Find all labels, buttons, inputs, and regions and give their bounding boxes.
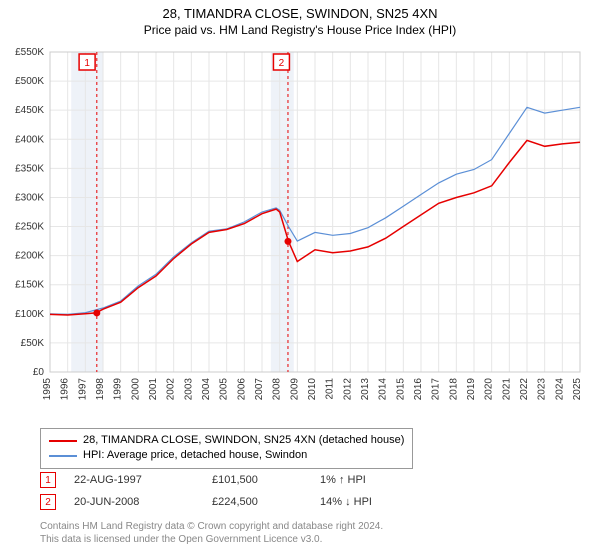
svg-text:1995: 1995 (42, 378, 53, 401)
svg-text:£0: £0 (33, 367, 45, 378)
svg-text:2: 2 (279, 58, 285, 69)
marker-table: 1 22-AUG-1997 £101,500 1% ↑ HPI 2 20-JUN… (40, 472, 420, 516)
svg-text:2018: 2018 (448, 378, 459, 401)
svg-text:2005: 2005 (219, 378, 230, 401)
chart-subtitle: Price paid vs. HM Land Registry's House … (0, 23, 600, 41)
svg-text:2002: 2002 (166, 378, 177, 401)
svg-text:2009: 2009 (289, 378, 300, 401)
svg-text:2011: 2011 (325, 378, 336, 400)
svg-text:2014: 2014 (378, 378, 389, 401)
svg-text:2022: 2022 (519, 378, 530, 401)
legend-swatch (49, 455, 77, 457)
footer: Contains HM Land Registry data © Crown c… (40, 520, 383, 546)
svg-text:£150K: £150K (15, 280, 44, 291)
svg-text:2024: 2024 (554, 378, 565, 401)
svg-text:£350K: £350K (15, 163, 44, 174)
svg-text:2020: 2020 (484, 378, 495, 401)
legend-box: 28, TIMANDRA CLOSE, SWINDON, SN25 4XN (d… (40, 428, 413, 469)
svg-text:2000: 2000 (130, 378, 141, 401)
svg-text:2001: 2001 (148, 378, 159, 401)
svg-text:£400K: £400K (15, 134, 44, 145)
marker-date: 20-JUN-2008 (74, 496, 194, 508)
chart-area: £0 £50K £100K £150K £200K £250K £300K £350K £400… (0, 42, 600, 422)
svg-text:1998: 1998 (95, 378, 106, 401)
svg-text:2023: 2023 (537, 378, 548, 401)
legend-label: HPI: Average price, detached house, Swin… (83, 448, 307, 463)
footer-line: Contains HM Land Registry data © Crown c… (40, 520, 383, 533)
svg-text:2012: 2012 (342, 378, 353, 401)
svg-text:1: 1 (84, 58, 90, 69)
svg-text:£300K: £300K (15, 192, 44, 203)
marker-price: £224,500 (212, 496, 302, 508)
marker-row: 1 22-AUG-1997 £101,500 1% ↑ HPI (40, 472, 420, 488)
marker-id-box: 2 (40, 494, 56, 510)
svg-text:£250K: £250K (15, 222, 44, 233)
svg-text:£450K: £450K (15, 105, 44, 116)
marker-date: 22-AUG-1997 (74, 474, 194, 486)
legend-swatch (49, 440, 77, 442)
svg-text:2021: 2021 (501, 378, 512, 401)
legend: 28, TIMANDRA CLOSE, SWINDON, SN25 4XN (d… (40, 428, 580, 469)
svg-text:2025: 2025 (572, 378, 583, 401)
svg-text:£50K: £50K (21, 338, 45, 349)
legend-item: HPI: Average price, detached house, Swin… (49, 448, 404, 463)
svg-text:2003: 2003 (183, 378, 194, 401)
chart-title: 28, TIMANDRA CLOSE, SWINDON, SN25 4XN (0, 0, 600, 23)
svg-text:£500K: £500K (15, 76, 44, 87)
chart-svg: £0 £50K £100K £150K £200K £250K £300K £350K £400… (0, 42, 600, 422)
marker-pct: 1% ↑ HPI (320, 474, 420, 486)
svg-text:2007: 2007 (254, 378, 265, 401)
svg-text:2019: 2019 (466, 378, 477, 401)
footer-line: This data is licensed under the Open Gov… (40, 533, 383, 546)
svg-text:2006: 2006 (236, 378, 247, 401)
svg-text:2016: 2016 (413, 378, 424, 401)
svg-text:1997: 1997 (77, 378, 88, 401)
svg-text:1996: 1996 (60, 378, 71, 401)
marker-price: £101,500 (212, 474, 302, 486)
svg-text:2004: 2004 (201, 378, 212, 401)
svg-text:£550K: £550K (15, 47, 44, 58)
svg-text:2013: 2013 (360, 378, 371, 401)
svg-text:£100K: £100K (15, 309, 44, 320)
svg-text:2010: 2010 (307, 378, 318, 401)
svg-text:1999: 1999 (113, 378, 124, 401)
legend-label: 28, TIMANDRA CLOSE, SWINDON, SN25 4XN (d… (83, 433, 404, 448)
legend-item: 28, TIMANDRA CLOSE, SWINDON, SN25 4XN (d… (49, 433, 404, 448)
marker-row: 2 20-JUN-2008 £224,500 14% ↓ HPI (40, 494, 420, 510)
svg-text:2008: 2008 (272, 378, 283, 401)
marker-pct: 14% ↓ HPI (320, 496, 420, 508)
svg-text:£200K: £200K (15, 251, 44, 262)
svg-text:2017: 2017 (431, 378, 442, 401)
marker-id-box: 1 (40, 472, 56, 488)
chart-container: 28, TIMANDRA CLOSE, SWINDON, SN25 4XN Pr… (0, 0, 600, 560)
svg-text:2015: 2015 (395, 378, 406, 401)
